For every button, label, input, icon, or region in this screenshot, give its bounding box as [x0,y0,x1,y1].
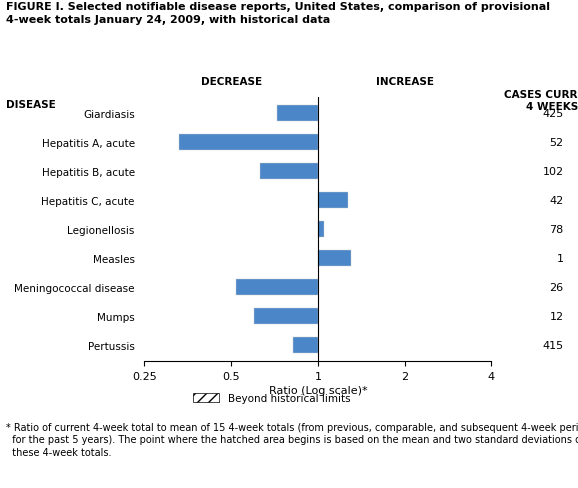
Bar [260,163,318,180]
Text: 12: 12 [550,311,564,321]
Text: 52: 52 [550,138,564,147]
Bar [293,337,318,353]
Text: DISEASE: DISEASE [6,100,55,110]
Bar [318,192,348,208]
Bar [254,308,318,324]
Text: DECREASE: DECREASE [201,77,262,87]
Bar [236,279,318,295]
Bar [277,105,318,122]
Text: 102: 102 [542,166,564,177]
Text: 26: 26 [550,282,564,292]
Text: 42: 42 [549,195,564,205]
Bar [179,135,318,150]
Bar [318,250,351,266]
Text: FIGURE I. Selected notifiable disease reports, United States, comparison of prov: FIGURE I. Selected notifiable disease re… [6,2,550,25]
Text: 425: 425 [542,108,564,119]
Text: INCREASE: INCREASE [376,77,434,87]
Text: 1: 1 [557,253,564,264]
Text: * Ratio of current 4-week total to mean of 15 4-week totals (from previous, comp: * Ratio of current 4-week total to mean … [6,422,578,457]
Text: 415: 415 [542,340,564,350]
X-axis label: Ratio (Log scale)*: Ratio (Log scale)* [269,385,367,395]
Bar [318,222,324,237]
Text: CASES CURRENT
4 WEEKS: CASES CURRENT 4 WEEKS [503,90,578,112]
Text: 78: 78 [549,224,564,234]
Legend: Beyond historical limits: Beyond historical limits [189,388,354,407]
